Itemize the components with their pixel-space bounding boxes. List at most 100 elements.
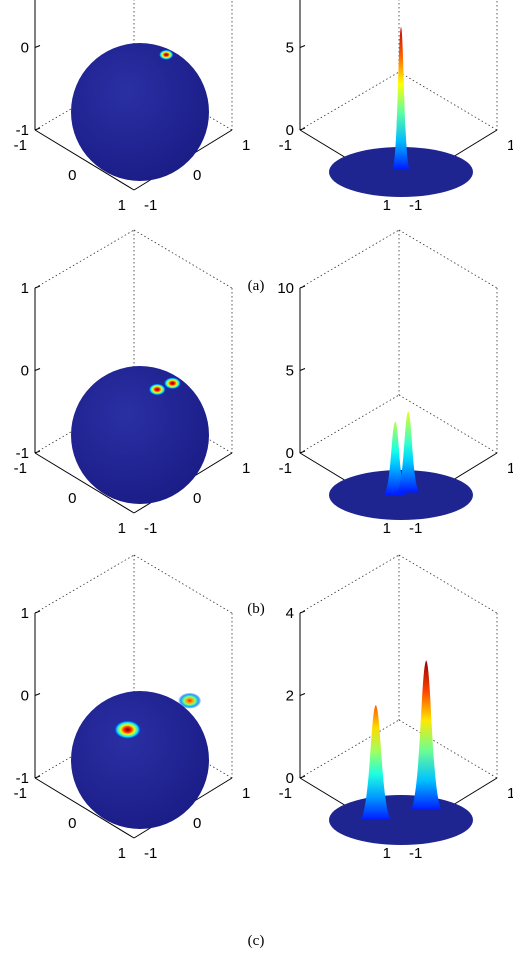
- surface-peak: [397, 411, 420, 493]
- surface-z-tick: [299, 610, 306, 614]
- sphere-z-tick: [34, 45, 41, 48]
- sphere-y-tick-label: 0: [193, 815, 201, 832]
- surface-z-tick: [299, 693, 306, 696]
- sphere-peak-spot: [113, 719, 142, 740]
- sphere-surface: [71, 366, 209, 504]
- sphere-z-tick: [34, 693, 41, 696]
- panel-caption: (b): [247, 601, 265, 617]
- sphere-plot: 10-1-101-101: [14, 229, 250, 537]
- sphere-plot: 10-1-101-101: [14, 0, 250, 214]
- surface-y-tick-label: 1: [507, 785, 513, 802]
- sphere-x-tick-label: -1: [14, 137, 27, 154]
- surface-z-tick-label: 0: [286, 122, 294, 139]
- sphere-peak-spot: [158, 49, 174, 61]
- sphere-x-tick-label: -1: [14, 460, 27, 477]
- surface-peak: [411, 660, 442, 810]
- panel-caption: (c): [248, 933, 265, 949]
- surface-z-tick-label: 0: [286, 445, 294, 462]
- surface-x-tick-label: -1: [279, 460, 292, 477]
- surface-z-tick: [299, 775, 306, 779]
- sphere-y-tick-label: -1: [144, 197, 157, 214]
- sphere-surface: [71, 691, 209, 829]
- sphere-x-tick-label: 1: [118, 197, 126, 214]
- sphere-z-tick-label: 0: [21, 363, 29, 380]
- sphere-z-tick-label: 1: [21, 280, 29, 297]
- sphere-z-tick-label: -1: [16, 445, 29, 462]
- sphere-x-axis: [34, 129, 135, 191]
- sphere-x-tick-label: 1: [118, 520, 126, 537]
- sphere-y-tick-label: -1: [144, 845, 157, 862]
- surface-y-tick-label: 1: [507, 460, 513, 477]
- surface-top-right-edge: [398, 229, 498, 289]
- surface-z-tick: [299, 45, 306, 48]
- sphere-y-tick-label: 0: [193, 167, 201, 184]
- sphere-x-axis: [34, 452, 135, 514]
- surface-z-tick: [299, 127, 306, 131]
- sphere-z-tick: [34, 368, 41, 371]
- surface-peak: [360, 704, 391, 820]
- sphere-y-tick-label: -1: [144, 520, 157, 537]
- surface-x-tick-label: 1: [383, 520, 391, 537]
- sphere-z-tick: [34, 450, 41, 454]
- surface-peak: [392, 26, 410, 170]
- surface-floor-left: [299, 394, 400, 454]
- surface-y-tick-label: -1: [409, 845, 422, 862]
- surface-x-tick-label: -1: [279, 137, 292, 154]
- surface-floor-right: [398, 71, 498, 131]
- surface-floor-left: [299, 719, 400, 779]
- sphere-z-tick: [34, 610, 41, 614]
- surface-z-tick-label: 10: [277, 280, 294, 297]
- surface-base: [329, 795, 473, 845]
- sphere-peak-spot: [178, 692, 202, 709]
- surface-base: [329, 147, 473, 197]
- surface-x-tick-label: 1: [383, 845, 391, 862]
- surface-z-tick: [299, 450, 306, 454]
- sphere-top-right-edge: [133, 554, 233, 614]
- sphere-top-right-edge: [133, 229, 233, 289]
- surface-top-left-edge: [299, 554, 400, 614]
- sphere-x-tick-label: -1: [14, 785, 27, 802]
- sphere-surface: [71, 43, 209, 181]
- sphere-x-axis: [34, 777, 135, 839]
- sphere-peak-spot: [163, 377, 182, 390]
- sphere-y-tick-label: 1: [242, 785, 250, 802]
- surface-y-tick-label: 1: [507, 137, 513, 154]
- surface-z-tick: [299, 285, 306, 289]
- sphere-plot: 10-1-101-101: [14, 554, 250, 862]
- surface-x-tick-label: 1: [383, 197, 391, 214]
- sphere-z-tick: [34, 285, 41, 289]
- sphere-peak-spot: [148, 383, 167, 396]
- sphere-z-tick-label: -1: [16, 122, 29, 139]
- surface-z-tick-label: 0: [286, 770, 294, 787]
- surface-y-tick-label: -1: [409, 197, 422, 214]
- sphere-top-left-edge: [34, 229, 135, 289]
- surface-z-tick-label: 2: [286, 688, 294, 705]
- sphere-z-tick-label: 1: [21, 605, 29, 622]
- sphere-y-tick-label: 0: [193, 490, 201, 507]
- sphere-z-tick-label: 0: [21, 688, 29, 705]
- sphere-y-tick-label: 1: [242, 460, 250, 477]
- surface-z-tick-label: 5: [286, 40, 294, 57]
- sphere-x-tick-label: 1: [118, 845, 126, 862]
- surface-z-tick-label: 5: [286, 363, 294, 380]
- surface-top-right-edge: [398, 554, 498, 614]
- surface-top-left-edge: [299, 229, 400, 289]
- surface-plot: 420-101-101: [279, 554, 513, 862]
- sphere-x-tick-label: 0: [68, 167, 76, 184]
- sphere-z-tick-label: 0: [21, 40, 29, 57]
- sphere-x-tick-label: 0: [68, 490, 76, 507]
- surface-floor-right: [398, 719, 498, 779]
- sphere-x-tick-label: 0: [68, 815, 76, 832]
- surface-floor-left: [299, 71, 400, 131]
- sphere-z-tick-label: -1: [16, 770, 29, 787]
- panel-caption: (a): [248, 278, 265, 294]
- surface-z-tick-label: 4: [286, 605, 294, 622]
- sphere-top-left-edge: [34, 554, 135, 614]
- sphere-z-tick: [34, 127, 41, 131]
